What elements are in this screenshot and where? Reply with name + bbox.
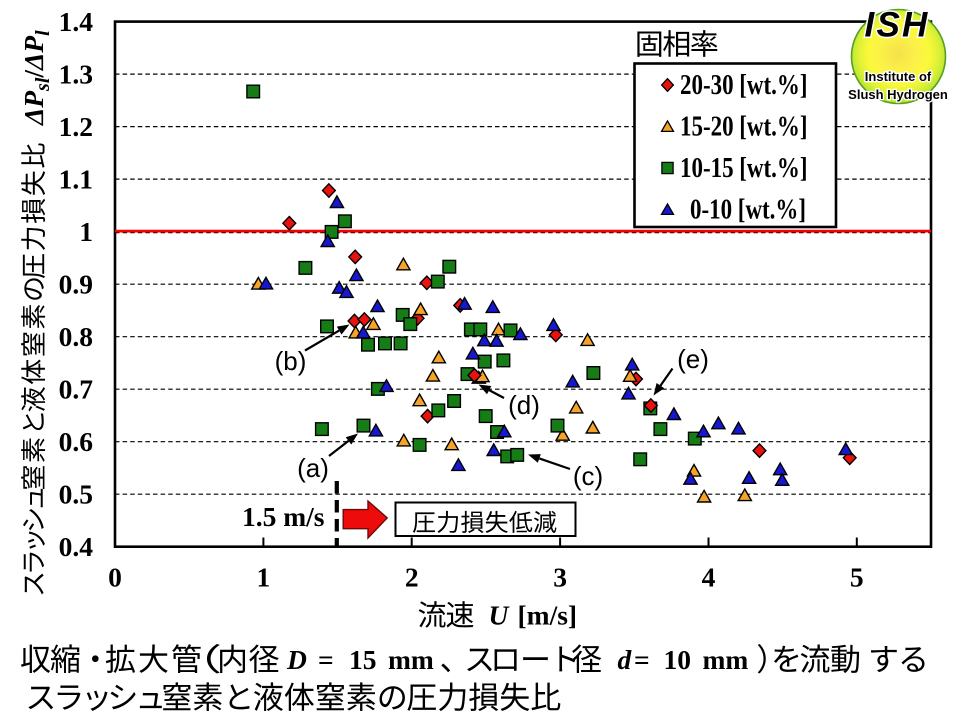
- svg-text:0.4: 0.4: [59, 531, 94, 562]
- svg-text:0.8: 0.8: [59, 321, 93, 352]
- svg-text:2: 2: [405, 562, 419, 593]
- svg-text:20-30 [wt.%]: 20-30 [wt.%]: [680, 69, 807, 101]
- svg-text:0.6: 0.6: [59, 426, 93, 457]
- svg-text:15-20 [wt.%]: 15-20 [wt.%]: [680, 110, 807, 142]
- svg-text:3: 3: [553, 562, 567, 593]
- svg-text:ISH: ISH: [865, 6, 930, 45]
- svg-text:U[m/s]: U [m/s]: [489, 600, 578, 631]
- svg-text:(a): (a): [297, 453, 329, 483]
- svg-text:10-15 [wt.%]: 10-15 [wt.%]: [680, 152, 807, 184]
- svg-text:ΔPsl/ΔPl: ΔPsl/ΔPl: [18, 30, 54, 126]
- svg-text:0.9: 0.9: [59, 268, 93, 299]
- svg-text:(d): (d): [508, 390, 540, 420]
- svg-text:(b): (b): [275, 346, 307, 376]
- svg-text:1.2: 1.2: [59, 111, 93, 142]
- svg-text:1: 1: [257, 562, 271, 593]
- svg-text:0: 0: [108, 562, 122, 593]
- svg-text:Institute of: Institute of: [865, 69, 932, 84]
- svg-text:0.5: 0.5: [59, 478, 93, 509]
- svg-text:1.3: 1.3: [59, 58, 93, 89]
- svg-text:0-10 [wt.%]: 0-10 [wt.%]: [690, 193, 806, 225]
- svg-text:1.1: 1.1: [59, 163, 93, 194]
- svg-text:1.5 m/s: 1.5 m/s: [242, 501, 325, 532]
- svg-text:5: 5: [850, 562, 864, 593]
- svg-text:1.4: 1.4: [59, 6, 94, 37]
- svg-text:0.7: 0.7: [59, 373, 94, 404]
- svg-text:Slush Hydrogen: Slush Hydrogen: [848, 87, 948, 102]
- svg-text:(e): (e): [677, 344, 709, 374]
- svg-text:1: 1: [79, 216, 93, 247]
- svg-text:4: 4: [702, 562, 716, 593]
- svg-text:(c): (c): [573, 461, 603, 491]
